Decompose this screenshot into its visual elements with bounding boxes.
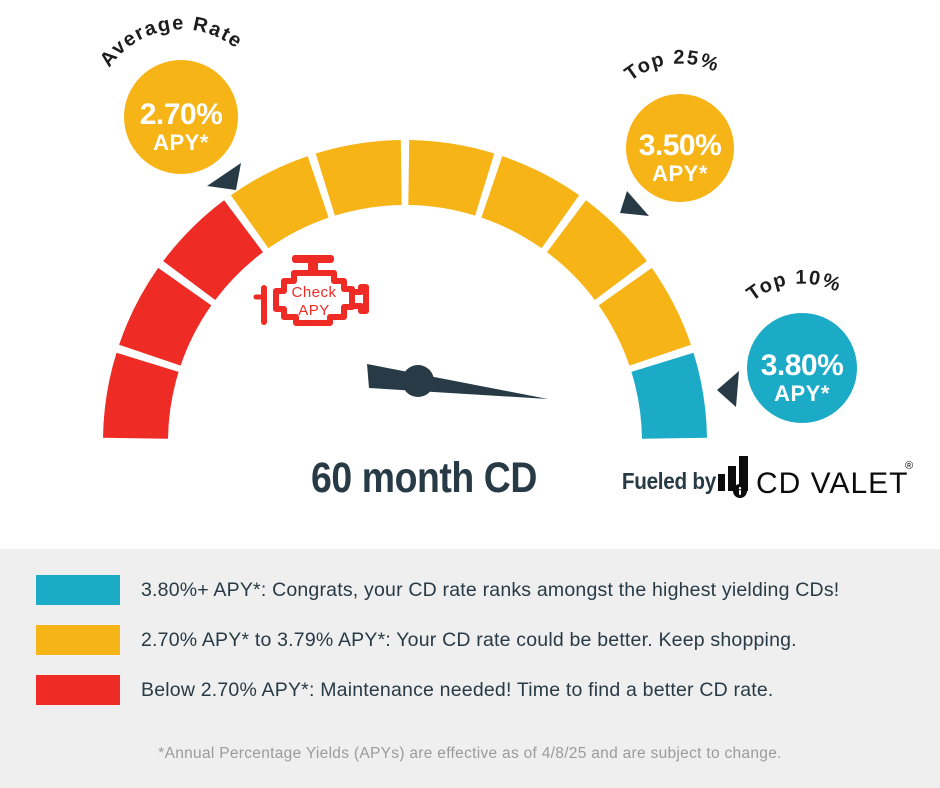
needle-hub (402, 365, 434, 397)
gauge-arc (103, 140, 707, 439)
gauge-segment-teal-9 (631, 352, 707, 439)
pointer-arrow-top10-icon (717, 371, 739, 407)
legend-text-top10: 3.80%+ APY*: Congrats, your CD rate rank… (141, 578, 840, 601)
marker-average-rate: 2.70% APY* Average Rate (96, 12, 245, 174)
cdvalet-branding: Fueled by CD VALET ® (622, 456, 913, 500)
gauge-segment-yellow-6 (481, 156, 580, 249)
gauge-segment-yellow-8 (598, 267, 691, 366)
marker-circle-average (124, 60, 238, 174)
legend-panel: 3.80%+ APY*: Congrats, your CD rate rank… (0, 549, 940, 788)
marker-label-top25: Top 25% (621, 47, 722, 86)
gauge-segment-red-1 (119, 267, 212, 366)
registered-mark: ® (905, 460, 913, 472)
marker-value-top25: 3.50% (639, 129, 722, 162)
gauge-segment-yellow-7 (547, 200, 647, 300)
legend-row-low: Below 2.70% APY*: Maintenance needed! Ti… (36, 675, 940, 705)
legend-swatch-red (36, 675, 120, 705)
marker-value-top10: 3.80% (761, 349, 844, 382)
gauge-graphic: Check APY 2.70% APY* Average Rate 3.50% … (96, 12, 913, 502)
svg-text:Top 25%: Top 25% (621, 47, 723, 86)
marker-unit-top25: APY* (652, 161, 708, 186)
gauge-segment-red-0 (103, 352, 179, 439)
needle-pointer (367, 364, 548, 399)
gauge-segment-yellow-4 (315, 140, 402, 216)
marker-circle-top25 (626, 94, 734, 202)
cdvalet-bars-icon (718, 456, 748, 498)
marker-top-25: 3.50% APY* Top 25% (621, 47, 734, 202)
pointer-arrow-top25-icon (620, 191, 649, 216)
marker-label-top10: Top 10% (743, 267, 844, 306)
pointer-arrow-average-icon (207, 163, 241, 190)
gauge-needle (367, 364, 548, 399)
gauge-title: 60 month CD (311, 454, 537, 502)
legend-text-mid: 2.70% APY* to 3.79% APY*: Your CD rate c… (141, 628, 797, 651)
check-engine-icon: Check APY (253, 255, 369, 326)
marker-value-average: 2.70% (140, 98, 223, 131)
fueled-by-label: Fueled by (622, 468, 717, 494)
marker-unit-average: APY* (153, 130, 209, 155)
gauge-segment-red-2 (163, 200, 263, 300)
legend-text-low: Below 2.70% APY*: Maintenance needed! Ti… (141, 678, 774, 701)
marker-unit-top10: APY* (774, 381, 830, 406)
legend-swatch-teal (36, 575, 120, 605)
footnote: *Annual Percentage Yields (APYs) are eff… (158, 745, 782, 762)
marker-top-10: 3.80% APY* Top 10% (743, 267, 857, 423)
legend-row-mid: 2.70% APY* to 3.79% APY*: Your CD rate c… (36, 625, 940, 655)
gauge-segment-yellow-5 (408, 140, 495, 216)
check-engine-label-line2: APY (298, 302, 330, 319)
svg-text:Top 10%: Top 10% (743, 267, 845, 306)
gauge-segment-yellow-3 (230, 156, 329, 249)
check-engine-label-line1: Check (291, 284, 336, 301)
cdvalet-wordmark: CD VALET (756, 467, 908, 500)
marker-circle-top10 (747, 313, 857, 423)
legend-swatch-yellow (36, 625, 120, 655)
legend-row-top10: 3.80%+ APY*: Congrats, your CD rate rank… (36, 575, 940, 605)
